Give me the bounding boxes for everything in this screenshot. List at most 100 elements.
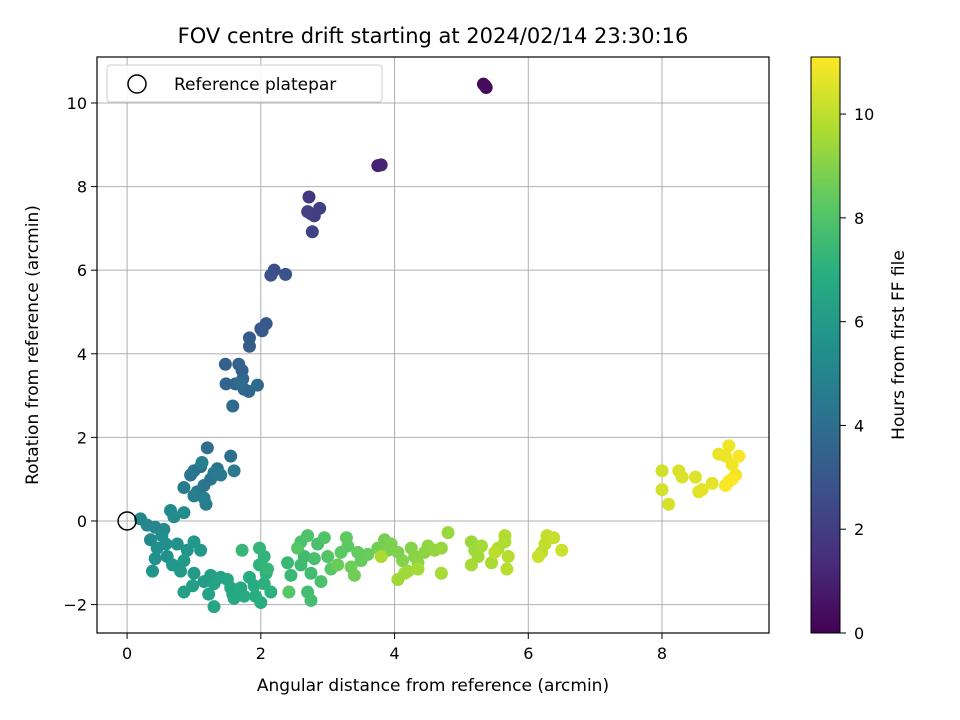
colorbar-tick-label: 8: [854, 209, 864, 228]
data-point: [291, 541, 305, 555]
data-point: [264, 268, 278, 282]
y-tick-label: 2: [77, 428, 87, 447]
data-point: [218, 357, 232, 371]
data-point: [235, 543, 249, 557]
data-point: [187, 566, 201, 580]
data-point: [339, 531, 353, 545]
data-point: [314, 575, 328, 589]
x-tick-label: 6: [523, 644, 533, 663]
data-point: [227, 464, 241, 478]
data-point: [150, 541, 164, 555]
y-tick-label: 0: [77, 512, 87, 531]
data-point: [187, 489, 201, 503]
data-point: [234, 581, 248, 595]
data-point: [304, 593, 318, 607]
colorbar-label: Hours from first FF file: [889, 250, 909, 440]
data-point: [301, 529, 315, 543]
data-point: [531, 550, 545, 564]
data-point: [194, 543, 208, 557]
x-tick-label: 8: [657, 644, 667, 663]
data-point: [282, 585, 296, 599]
data-point: [441, 526, 455, 540]
colorbar-ticks: 0 2 4 6 8 10: [840, 105, 874, 643]
y-tick-label: 10: [67, 94, 87, 113]
data-point: [464, 558, 478, 572]
y-axis-label: Rotation from reference (arcmin): [23, 205, 43, 485]
data-point: [177, 481, 191, 495]
legend-entry-reference: Reference platepar: [174, 75, 336, 95]
data-point: [374, 550, 388, 564]
data-point: [374, 158, 388, 172]
colorbar-tick-label: 2: [854, 520, 864, 539]
plot-frame: [96, 56, 770, 634]
data-point: [219, 377, 233, 391]
data-point: [184, 468, 198, 482]
data-point: [281, 556, 295, 570]
data-point: [224, 449, 238, 463]
data-point: [675, 470, 689, 484]
data-point: [227, 591, 241, 605]
data-point: [167, 510, 181, 524]
data-point: [195, 455, 209, 469]
data-point: [234, 376, 248, 390]
data-point: [254, 595, 268, 609]
y-axis-ticks: −2 0 2 4 6 8 10: [63, 94, 97, 615]
data-point: [688, 470, 702, 484]
data-point: [398, 566, 412, 580]
data-point: [498, 529, 512, 543]
data-point: [317, 531, 331, 545]
data-points: [133, 77, 746, 614]
data-point: [226, 399, 240, 413]
y-tick-label: 6: [77, 261, 87, 280]
data-point: [301, 205, 315, 219]
data-point: [434, 566, 448, 580]
legend-box: [106, 64, 383, 103]
data-point: [331, 558, 345, 572]
data-point: [474, 539, 488, 553]
y-tick-label: 4: [77, 345, 87, 364]
y-tick-label: 8: [77, 178, 87, 197]
data-point: [501, 550, 515, 564]
data-point: [732, 449, 746, 463]
data-point: [177, 554, 191, 568]
data-point: [279, 267, 293, 281]
chart-title: FOV centre drift starting at 2024/02/14 …: [178, 24, 689, 48]
data-point: [478, 78, 492, 92]
data-point: [200, 441, 214, 455]
data-point: [214, 468, 228, 482]
data-point: [177, 506, 191, 520]
data-point: [170, 537, 184, 551]
colorbar-tick-label: 6: [854, 313, 864, 332]
data-point: [207, 600, 221, 614]
data-point: [145, 564, 159, 578]
data-point: [655, 464, 669, 478]
data-point: [547, 531, 561, 545]
data-point: [396, 554, 410, 568]
data-point: [202, 587, 216, 601]
x-axis-label: Angular distance from reference (arcmin): [257, 676, 609, 696]
data-point: [321, 550, 335, 564]
data-point: [555, 543, 569, 557]
data-point: [264, 585, 278, 599]
data-point: [361, 547, 375, 561]
data-point: [307, 552, 321, 566]
colorbar: [810, 56, 841, 634]
data-point: [655, 483, 669, 497]
data-point: [313, 201, 327, 215]
colorbar-tick-label: 10: [854, 105, 874, 124]
data-point: [261, 562, 275, 576]
y-tick-label: −2: [63, 596, 87, 615]
colorbar-tick-label: 4: [854, 416, 864, 435]
data-point: [488, 545, 502, 559]
data-point: [250, 378, 264, 392]
data-point: [434, 541, 448, 555]
legend: Reference platepar: [106, 64, 383, 103]
data-point: [347, 568, 361, 582]
data-point: [197, 491, 211, 505]
x-tick-label: 4: [389, 644, 399, 663]
data-point: [485, 556, 499, 570]
data-point: [662, 497, 676, 511]
data-point: [284, 568, 298, 582]
data-point: [177, 585, 191, 599]
